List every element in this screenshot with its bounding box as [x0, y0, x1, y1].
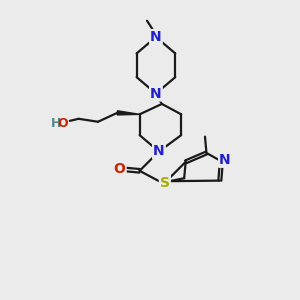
Text: N: N: [150, 30, 162, 44]
Text: O: O: [57, 117, 68, 130]
Polygon shape: [117, 111, 140, 115]
Text: N: N: [219, 153, 231, 167]
Text: H: H: [50, 117, 61, 130]
Text: O: O: [114, 162, 126, 176]
Text: N: N: [150, 86, 162, 100]
Polygon shape: [154, 92, 162, 104]
Text: N: N: [153, 145, 165, 158]
Text: S: S: [160, 176, 170, 190]
